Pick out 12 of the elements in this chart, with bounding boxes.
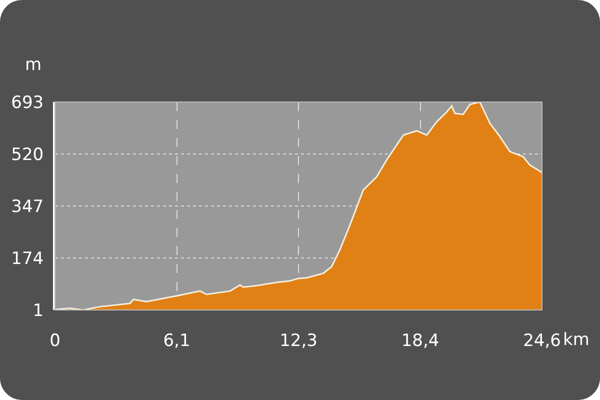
- y-axis-title: m: [25, 55, 42, 75]
- y-tick-label: 347: [11, 196, 44, 217]
- x-tick-label: 18,4: [401, 331, 440, 351]
- x-axis-title: km: [563, 330, 590, 350]
- y-tick-label: 1: [32, 300, 44, 321]
- y-tick-label: 174: [11, 248, 44, 269]
- y-tick-label: 693: [11, 92, 44, 113]
- x-tick-label: 0: [50, 331, 60, 351]
- x-tick-label: 6,1: [163, 331, 190, 351]
- x-tick-label: 12,3: [280, 331, 318, 351]
- x-tick-label: 24,6: [523, 331, 561, 351]
- y-tick-label: 520: [11, 144, 44, 165]
